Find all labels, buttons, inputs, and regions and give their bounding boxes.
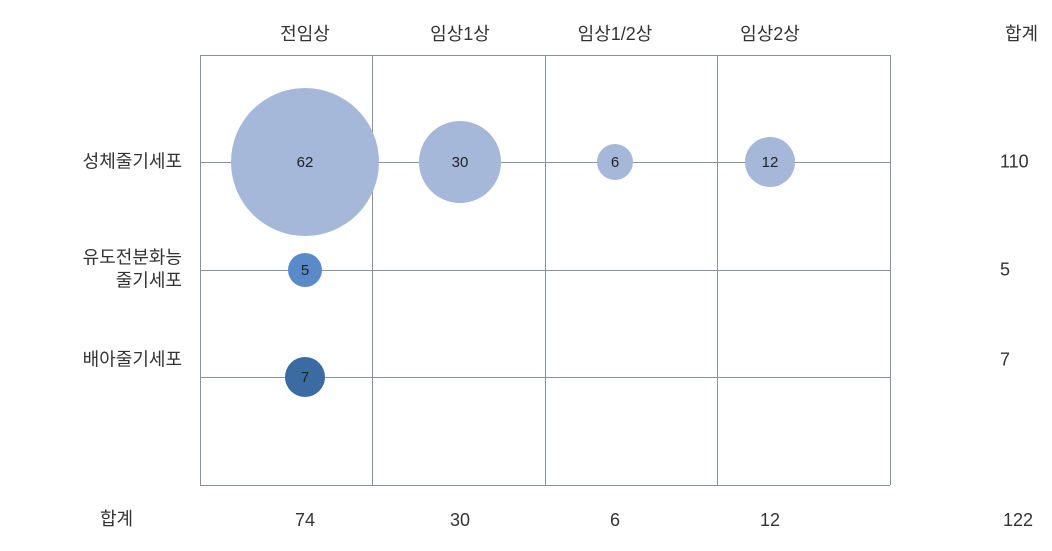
bubble: 62 (231, 88, 379, 236)
grid-line-horizontal (200, 485, 890, 486)
row-label: 성체줄기세포 (83, 150, 182, 173)
grid-line-vertical (890, 55, 891, 485)
bubble-grid-chart: 전임상 임상1상 임상1/2상 임상2상 성체줄기세포유도전분화능 줄기세포배아줄기세… (0, 0, 1052, 551)
bubble: 30 (419, 121, 501, 203)
column-total: 6 (610, 510, 620, 531)
row-total: 7 (1000, 350, 1010, 371)
bubble: 5 (288, 253, 322, 287)
column-header: 임상2상 (740, 20, 800, 46)
column-header: 임상1상 (430, 20, 490, 46)
column-total: 30 (450, 510, 470, 531)
grand-total: 122 (1003, 510, 1033, 531)
column-total: 12 (760, 510, 780, 531)
column-header: 전임상 (280, 20, 330, 46)
totals-row-label: 합계 (100, 505, 133, 531)
totals-header: 합계 (1005, 20, 1038, 46)
bubble: 7 (285, 357, 325, 397)
row-total: 5 (1000, 260, 1010, 281)
grid-line-horizontal (200, 55, 890, 56)
row-label: 배아줄기세포 (83, 348, 182, 371)
column-total: 74 (295, 510, 315, 531)
row-label: 유도전분화능 줄기세포 (83, 247, 182, 294)
row-total: 110 (1000, 152, 1029, 173)
column-header: 임상1/2상 (578, 20, 653, 46)
bubble: 12 (745, 137, 795, 187)
bubble: 6 (597, 144, 633, 180)
